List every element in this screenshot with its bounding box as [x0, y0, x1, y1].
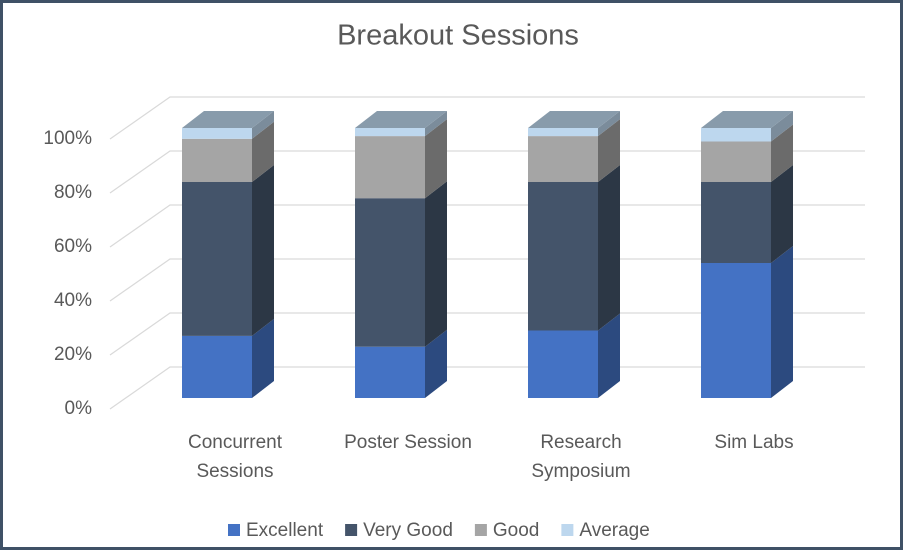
bar-side — [771, 246, 793, 398]
bar-top — [182, 111, 274, 128]
bar-side — [252, 318, 274, 398]
bar-top — [528, 111, 620, 128]
bar-side — [598, 111, 620, 137]
grid-line — [109, 366, 865, 410]
bar — [528, 136, 598, 182]
bar — [182, 182, 252, 336]
bar — [182, 128, 252, 139]
grid-line — [109, 312, 865, 356]
bar — [701, 182, 771, 263]
y-tick-label: 60% — [54, 236, 92, 257]
legend-swatch — [345, 524, 358, 536]
legend-swatch — [228, 524, 240, 536]
legend-label: Very Good — [363, 520, 453, 541]
bar-side — [425, 119, 447, 199]
bar — [182, 138, 252, 182]
bar-top — [701, 111, 793, 128]
legend-label: Average — [579, 520, 649, 541]
bar — [355, 136, 425, 199]
bar — [701, 263, 771, 398]
bar — [355, 198, 425, 347]
bar-side — [425, 111, 447, 137]
x-tick-label: Research Symposium — [531, 432, 630, 482]
bar — [701, 128, 771, 142]
bar — [528, 182, 598, 331]
bar-side — [598, 119, 620, 182]
y-tick-label: 80% — [54, 182, 92, 203]
grid-line — [109, 258, 865, 302]
x-tick-label: Poster Session — [344, 432, 472, 453]
y-tick-label: 100% — [43, 128, 92, 149]
bar-side — [252, 165, 274, 336]
y-tick-label: 0% — [65, 398, 93, 419]
bar-side — [598, 165, 620, 331]
legend-swatch — [474, 524, 487, 536]
x-tick-label: Sim Labs — [714, 432, 793, 453]
legend-label: Excellent — [246, 520, 324, 541]
bar-side — [425, 181, 447, 347]
bar — [701, 141, 771, 182]
bar-side — [771, 111, 793, 142]
y-tick-label: 20% — [54, 344, 92, 365]
bar-side — [252, 121, 274, 182]
y-tick-label: 40% — [54, 290, 92, 311]
legend-label: Good — [493, 520, 539, 541]
bar-side — [598, 313, 620, 398]
bar-side — [425, 329, 447, 398]
bar — [528, 128, 598, 137]
bar — [182, 335, 252, 398]
x-tick-label: Concurrent Sessions — [188, 432, 283, 482]
bar — [355, 346, 425, 398]
bar — [355, 128, 425, 137]
chart-title: Breakout Sessions — [337, 20, 579, 52]
bar-side — [771, 165, 793, 263]
bar-side — [252, 111, 274, 139]
grid-line — [109, 204, 865, 248]
legend-swatch — [561, 524, 574, 536]
bar-top — [355, 111, 447, 128]
grid-line — [109, 96, 865, 140]
bar-side — [771, 124, 793, 182]
grid-line — [109, 150, 865, 194]
bar — [528, 330, 598, 398]
